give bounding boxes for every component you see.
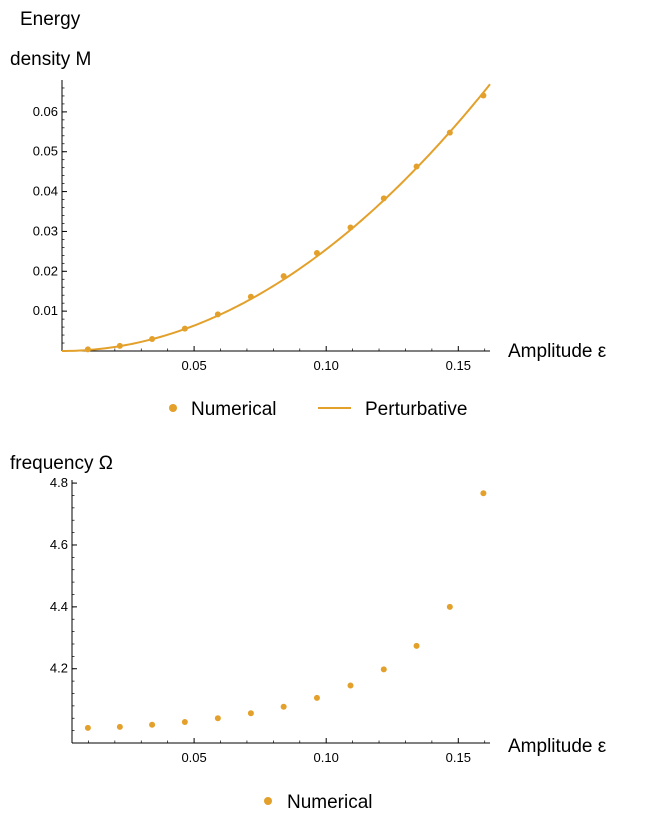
- legend-marker-numerical: [264, 797, 272, 805]
- perturbative-series: [61, 83, 491, 352]
- numerical-series: [84, 92, 487, 353]
- x-tick-label: 0.05: [181, 358, 206, 373]
- data-point: [149, 721, 156, 728]
- data-point: [84, 724, 91, 731]
- y-axis-title-line2: density M: [10, 49, 91, 70]
- numerical-series: [84, 490, 487, 731]
- data-point: [347, 682, 354, 689]
- legend-label-numerical: Numerical: [287, 792, 373, 813]
- y-tick-label: 0.03: [33, 223, 58, 238]
- data-point: [149, 336, 156, 343]
- legend: Numerical Perturbative: [169, 399, 467, 420]
- y-tick-label: 0.01: [33, 303, 58, 318]
- y-axis-title: frequency Ω: [10, 453, 113, 474]
- data-point: [313, 249, 320, 256]
- y-tick-label: 4.8: [50, 475, 68, 490]
- data-point: [347, 224, 354, 231]
- y-ticks: 0.01 0.02 0.03 0.04 0.05 0.06: [33, 87, 67, 344]
- data-point: [446, 603, 453, 610]
- data-point: [280, 703, 287, 710]
- data-point: [446, 129, 453, 136]
- data-point: [480, 92, 487, 99]
- x-tick-label: 0.10: [314, 750, 339, 765]
- y-tick-label: 0.06: [33, 104, 58, 119]
- perturbative-curve: [61, 83, 491, 352]
- data-point: [214, 311, 221, 318]
- data-point: [380, 195, 387, 202]
- data-point: [84, 346, 91, 353]
- legend-label-perturbative: Perturbative: [365, 399, 467, 420]
- energy-density-chart: Energy density M Amplitude ε 0.010.020.0…: [10, 9, 607, 420]
- y-tick-label: 0.02: [33, 263, 58, 278]
- frequency-chart: frequency Ω Amplitude ε 4.2 4.4 4.6 4.8 0.0…: [10, 453, 607, 813]
- x-axis-title: Amplitude ε: [508, 341, 607, 362]
- data-point: [214, 715, 221, 722]
- legend-label-numerical: Numerical: [191, 399, 277, 420]
- data-point: [247, 710, 254, 717]
- y-tick-label: 4.2: [50, 661, 68, 676]
- x-ticks: 0.05 0.10 0.15: [88, 346, 486, 373]
- x-tick-label: 0.15: [446, 750, 471, 765]
- legend-marker-numerical: [169, 404, 177, 412]
- data-point: [480, 490, 487, 497]
- data-point: [247, 293, 254, 300]
- data-point: [413, 642, 420, 649]
- legend: Numerical: [264, 792, 373, 813]
- data-point: [116, 723, 123, 730]
- y-tick-label: 4.4: [50, 599, 68, 614]
- x-tick-label: 0.15: [446, 358, 471, 373]
- x-tick-label: 0.05: [181, 750, 206, 765]
- data-point: [116, 342, 123, 349]
- x-axis-title: Amplitude ε: [508, 736, 607, 757]
- data-point: [380, 666, 387, 673]
- data-point: [181, 718, 188, 725]
- data-point: [413, 163, 420, 170]
- y-tick-label: 0.04: [33, 184, 58, 199]
- x-tick-label: 0.10: [314, 358, 339, 373]
- data-point: [280, 273, 287, 280]
- y-ticks: 4.2 4.4 4.6 4.8: [50, 475, 77, 731]
- x-ticks: 0.05 0.10 0.15: [88, 738, 486, 765]
- y-axis-title-line1: Energy: [20, 9, 81, 30]
- data-point: [313, 694, 320, 701]
- y-tick-label: 0.05: [33, 144, 58, 159]
- data-point: [181, 325, 188, 332]
- y-tick-label: 4.6: [50, 537, 68, 552]
